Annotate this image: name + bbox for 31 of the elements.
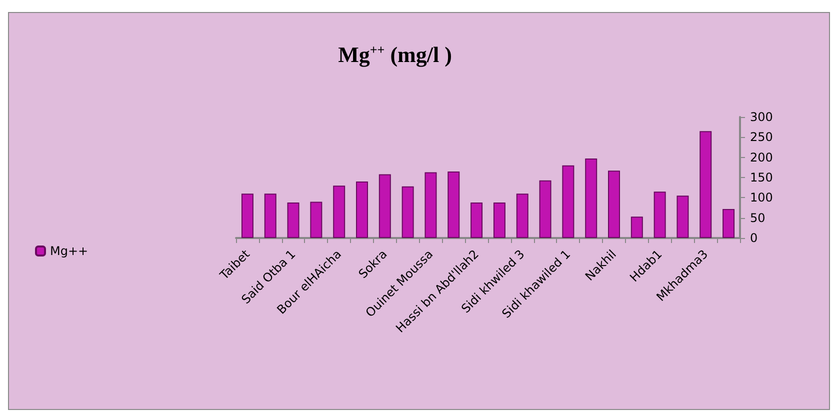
bar [562,165,574,238]
bar [333,186,346,238]
y-tick-label: 150 [750,170,773,184]
bar [448,171,460,238]
y-tick-label: 0 [750,231,758,245]
bar [608,170,620,238]
bar [516,194,528,238]
chart-title: Mg++ (mg/l ) [338,42,452,67]
bar [356,182,368,238]
bar [264,194,276,238]
bar [539,180,552,238]
bar [470,202,483,238]
bar [493,202,506,238]
y-tick-label: 250 [750,130,773,144]
bar [630,216,643,238]
y-tick-label: 50 [750,210,766,225]
y-tick-label: 200 [750,150,773,164]
bar [676,196,689,238]
bar [424,172,437,238]
y-tick-label: 300 [750,110,773,124]
y-tick-label: 100 [750,190,773,205]
bar [585,158,598,238]
bar [310,202,322,238]
bar [287,202,300,238]
legend-label: Mg++ [50,244,88,258]
bar [722,208,735,238]
bar [654,192,666,238]
bar [402,186,414,238]
bar [700,131,712,238]
bar [241,194,254,238]
bar [378,174,391,238]
